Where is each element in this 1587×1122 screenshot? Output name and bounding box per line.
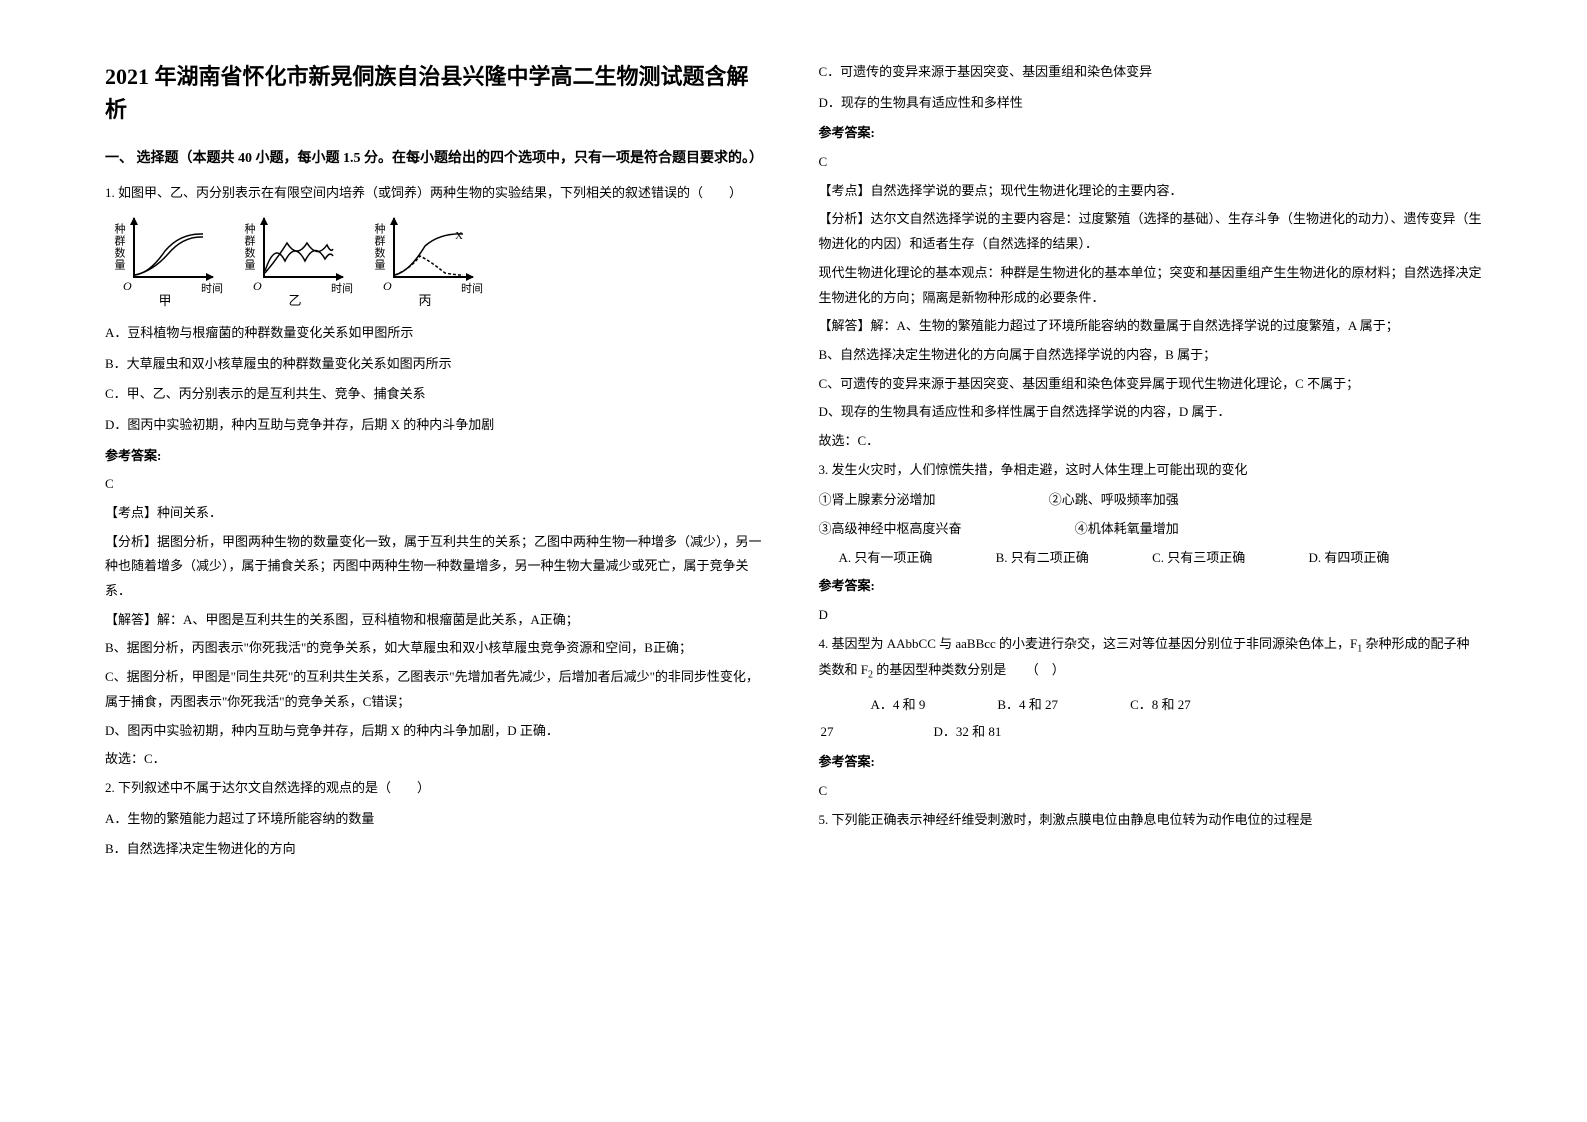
origin-bing: O [383,279,392,294]
q1-option-c: C．甲、乙、丙分别表示的是互利共生、竞争、捕食关系 [105,382,769,407]
caption-jia: 甲 [158,290,171,309]
q3-row2: ③高级神经中枢高度兴奋 ④机体耗氧量增加 [819,517,1483,542]
q1-charts: 种群数量 时间 O 甲 种群数量 时间 O [105,218,769,309]
q2-jiedai4: D、现存的生物具有适应性和多样性属于自然选择学说的内容，D 属于． [819,400,1483,425]
left-column: 2021 年湖南省怀化市新晃侗族自治县兴隆中学高二生物测试题含解析 一、 选择题… [80,60,794,1062]
chart-yi: 种群数量 时间 O 乙 [245,218,345,309]
q3-answer-label: 参考答案: [819,574,1483,599]
q2-fenxi2: 现代生物进化理论的基本观点：种群是生物进化的基本单位；突变和基因重组产生生物进化… [819,261,1483,310]
q3-stem: 3. 发生火灾时，人们惊慌失措，争相走避，这时人体生理上可能出现的变化 [819,458,1483,483]
ylabel-jia: 种群数量 [111,223,127,271]
q3-opt3: ③高级神经中枢高度兴奋 [819,517,962,542]
chart-jia: 种群数量 时间 O 甲 [115,218,215,309]
q1-kaodian: 【考点】种间关系． [105,501,769,526]
caption-bing: 丙 [418,290,431,309]
q2-jiedai1: 【解答】解：A、生物的繁殖能力超过了环境所能容纳的数量属于自然选择学说的过度繁殖… [819,314,1483,339]
q1-option-d: D．图丙中实验初期，种内互助与竞争并存，后期 X 的种内斗争加剧 [105,413,769,438]
curve-jia [135,231,205,276]
q2-answer: C [819,150,1483,175]
curve-bing: X [395,231,465,276]
q2-stem: 2. 下列叙述中不属于达尔文自然选择的观点的是（ ） [105,776,769,801]
q2-kaodian: 【考点】自然选择学说的要点；现代生物进化理论的主要内容． [819,179,1483,204]
ylabel-bing: 种群数量 [371,223,387,271]
right-column: C．可遗传的变异来源于基因突变、基因重组和染色体变异 D．现存的生物具有适应性和… [794,60,1508,1062]
q2-answer-label: 参考答案: [819,121,1483,146]
q1-jiedai3: C、据图分析，甲图是"同生共死"的互利共生关系，乙图表示"先增加者先减少，后增加… [105,665,769,714]
q4-stem-p1: 4. 基因型为 AAbbCC 与 aaBBcc 的小麦进行杂交，这三对等位基因分… [819,636,1358,651]
xlabel-jia: 时间 [201,280,223,296]
q1-answer: C [105,472,769,497]
q3-opt2: ②心跳、呼吸频率加强 [1049,492,1179,507]
q4-choice-b: B．4 和 27 [997,697,1058,712]
q1-option-a: A．豆科植物与根瘤菌的种群数量变化关系如甲图所示 [105,321,769,346]
chart-bing: 种群数量 时间 O X 丙 [375,218,475,309]
q1-jiedai2: B、据图分析，丙图表示"你死我活"的竞争关系，如大草履虫和双小核草履虫竞争资源和… [105,636,769,661]
q4-choice-a: A．4 和 9 [871,697,926,712]
q2-guxuan: 故选：C． [819,429,1483,454]
q4-stem-p3: 的基因型种类数分别是 （ ） [873,662,1065,677]
q3-choices: A. 只有一项正确 B. 只有二项正确 C. 只有三项正确 D. 有四项正确 [819,546,1483,571]
q4-stem: 4. 基因型为 AAbbCC 与 aaBBcc 的小麦进行杂交，这三对等位基因分… [819,632,1483,685]
q2-option-d: D．现存的生物具有适应性和多样性 [819,91,1483,116]
q2-option-c: C．可遗传的变异来源于基因突变、基因重组和染色体变异 [819,60,1483,85]
x-mark: X [455,231,463,242]
q4-options-table: A．4 和 9 B．4 和 27 C．8 和 27 27 D．32 和 81 [819,691,1263,746]
q1-jiedai1: 【解答】解：A、甲图是互利共生的关系图，豆科植物和根瘤菌是此关系，A正确； [105,608,769,633]
exam-title: 2021 年湖南省怀化市新晃侗族自治县兴隆中学高二生物测试题含解析 [105,60,769,126]
q3-choice-b: B. 只有二项正确 [996,546,1089,571]
q4-answer-label: 参考答案: [819,750,1483,775]
q2-option-a: A．生物的繁殖能力超过了环境所能容纳的数量 [105,807,769,832]
origin-yi: O [253,279,262,294]
q2-option-b: B．自然选择决定生物进化的方向 [105,837,769,862]
q1-answer-label: 参考答案: [105,444,769,469]
origin-jia: O [123,279,132,294]
q1-stem: 1. 如图甲、乙、丙分别表示在有限空间内培养（或饲养）两种生物的实验结果，下列相… [105,181,769,206]
q4-27: 27 [821,724,834,739]
q3-choice-a: A. 只有一项正确 [839,546,933,571]
q4-answer: C [819,779,1483,804]
section-header: 一、 选择题（本题共 40 小题，每小题 1.5 分。在每小题给出的四个选项中，… [105,146,769,171]
q4-choice-d: D．32 和 81 [934,724,1002,739]
curve-yi [265,231,335,276]
q1-jiedai4: D、图丙中实验初期，种内互助与竞争并存，后期 X 的种内斗争加剧，D 正确． [105,719,769,744]
xlabel-bing: 时间 [461,280,483,296]
q3-opt1: ①肾上腺素分泌增加 [819,488,936,513]
q2-fenxi: 【分析】达尔文自然选择学说的主要内容是：过度繁殖（选择的基础）、生存斗争（生物进… [819,207,1483,256]
q3-choice-d: D. 有四项正确 [1308,550,1389,565]
caption-yi: 乙 [288,290,301,309]
q3-answer: D [819,603,1483,628]
q2-jiedai3: C、可遗传的变异来源于基因突变、基因重组和染色体变异属于现代生物进化理论，C 不… [819,372,1483,397]
q4-choice-c: C．8 和 27 [1130,697,1191,712]
xlabel-yi: 时间 [331,280,353,296]
q3-row1: ①肾上腺素分泌增加 ②心跳、呼吸频率加强 [819,488,1483,513]
q1-option-b: B．大草履虫和双小核草履虫的种群数量变化关系如图丙所示 [105,352,769,377]
ylabel-yi: 种群数量 [241,223,257,271]
q1-guxuan: 故选：C． [105,747,769,772]
q1-fenxi: 【分析】据图分析，甲图两种生物的数量变化一致，属于互利共生的关系；乙图中两种生物… [105,530,769,604]
q5-stem: 5. 下列能正确表示神经纤维受刺激时，刺激点膜电位由静息电位转为动作电位的过程是 [819,808,1483,833]
q3-opt4: ④机体耗氧量增加 [1075,521,1179,536]
q3-choice-c: C. 只有三项正确 [1152,546,1245,571]
q2-jiedai2: B、自然选择决定生物进化的方向属于自然选择学说的内容，B 属于； [819,343,1483,368]
